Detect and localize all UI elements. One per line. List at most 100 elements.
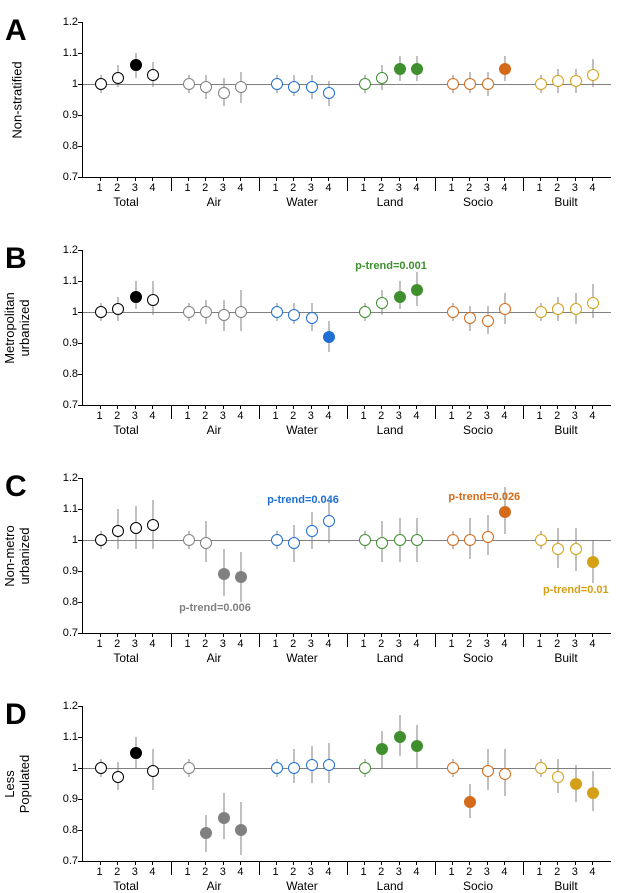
x-tick-mark xyxy=(240,633,241,637)
quartile-label: 3 xyxy=(484,182,490,194)
y-tick-label: 1 xyxy=(54,78,78,90)
quartile-label: 2 xyxy=(554,410,560,422)
y-tick-label: 1.1 xyxy=(54,275,78,287)
x-tick-mark xyxy=(188,405,189,409)
quartile-label: 4 xyxy=(413,866,419,878)
data-point xyxy=(587,69,599,81)
group-label: Socio xyxy=(463,195,493,209)
x-tick-mark xyxy=(276,633,277,637)
quartile-label: 2 xyxy=(202,182,208,194)
quartile-label: 1 xyxy=(361,182,367,194)
data-point xyxy=(535,306,547,318)
quartile-label: 4 xyxy=(325,866,331,878)
y-tick-label: 0.8 xyxy=(54,368,78,380)
data-point xyxy=(95,306,107,318)
x-tick-mark xyxy=(205,633,206,637)
quartile-label: 2 xyxy=(290,638,296,650)
x-tick-mark xyxy=(416,633,417,637)
data-point xyxy=(570,778,582,790)
x-tick-mark xyxy=(540,177,541,181)
y-axis-label: LessPopulated xyxy=(3,754,33,813)
y-tick-mark xyxy=(78,737,82,738)
y-tick-mark xyxy=(78,768,82,769)
quartile-label: 4 xyxy=(501,638,507,650)
quartile-label: 2 xyxy=(466,410,472,422)
y-tick-label: 1.1 xyxy=(54,503,78,515)
data-point xyxy=(200,827,212,839)
x-tick-mark xyxy=(100,861,101,865)
quartile-label: 1 xyxy=(97,638,103,650)
x-tick-mark xyxy=(135,861,136,865)
group-label: Land xyxy=(377,195,404,209)
x-tick-mark xyxy=(152,861,153,865)
group-label: Socio xyxy=(463,651,493,665)
y-tick-label: 0.7 xyxy=(54,171,78,183)
x-tick-mark xyxy=(152,633,153,637)
panel-letter: A xyxy=(5,14,27,48)
x-tick-mark xyxy=(381,633,382,637)
data-point xyxy=(447,762,459,774)
x-tick-mark xyxy=(223,861,224,865)
x-tick-mark xyxy=(117,861,118,865)
data-point xyxy=(394,291,406,303)
x-tick-mark xyxy=(205,405,206,409)
group-divider xyxy=(347,405,348,419)
group-divider xyxy=(171,177,172,191)
panel-letter: C xyxy=(5,470,27,504)
panel-c: CNon-metrourbanizedp-trend=0.046p-trend=… xyxy=(30,478,626,633)
y-tick-label: 0.7 xyxy=(54,627,78,639)
data-point xyxy=(499,63,511,75)
group-label: Land xyxy=(377,423,404,437)
data-point xyxy=(306,759,318,771)
y-tick-label: 0.7 xyxy=(54,855,78,867)
x-tick-mark xyxy=(452,177,453,181)
y-tick-label: 0.7 xyxy=(54,399,78,411)
x-tick-mark xyxy=(452,633,453,637)
data-point xyxy=(235,824,247,836)
figure-root: ANon-stratified0.70.80.911.11.21234Total… xyxy=(0,0,641,890)
x-tick-mark xyxy=(557,861,558,865)
quartile-label: 3 xyxy=(132,638,138,650)
data-point xyxy=(552,75,564,87)
data-point xyxy=(235,81,247,93)
y-tick-mark xyxy=(78,861,82,862)
quartile-label: 1 xyxy=(537,638,543,650)
data-point xyxy=(587,297,599,309)
p-trend-annotation: p-trend=0.001 xyxy=(355,260,427,272)
x-tick-mark xyxy=(100,405,101,409)
group-divider xyxy=(347,177,348,191)
data-point xyxy=(535,534,547,546)
y-tick-mark xyxy=(78,405,82,406)
quartile-label: 3 xyxy=(572,638,578,650)
group-label: Built xyxy=(554,195,577,209)
x-tick-mark xyxy=(293,633,294,637)
group-label: Land xyxy=(377,879,404,893)
x-tick-mark xyxy=(328,861,329,865)
x-tick-mark xyxy=(575,177,576,181)
p-trend-annotation: p-trend=0.01 xyxy=(543,584,609,596)
x-tick-mark xyxy=(276,861,277,865)
x-tick-mark xyxy=(240,861,241,865)
data-point xyxy=(323,331,335,343)
quartile-label: 3 xyxy=(572,182,578,194)
quartile-label: 3 xyxy=(220,866,226,878)
y-tick-mark xyxy=(78,84,82,85)
quartile-label: 2 xyxy=(114,182,120,194)
data-point xyxy=(570,543,582,555)
quartile-label: 2 xyxy=(290,182,296,194)
quartile-label: 4 xyxy=(237,182,243,194)
data-point xyxy=(535,762,547,774)
data-point xyxy=(359,762,371,774)
group-label: Land xyxy=(377,651,404,665)
x-tick-mark xyxy=(293,861,294,865)
data-point xyxy=(112,72,124,84)
x-tick-mark xyxy=(381,177,382,181)
x-tick-mark xyxy=(276,177,277,181)
data-point xyxy=(394,63,406,75)
p-trend-annotation: p-trend=0.006 xyxy=(179,602,251,614)
data-point xyxy=(288,537,300,549)
y-tick-mark xyxy=(78,177,82,178)
data-point xyxy=(95,762,107,774)
x-tick-mark xyxy=(487,405,488,409)
x-tick-mark xyxy=(223,633,224,637)
